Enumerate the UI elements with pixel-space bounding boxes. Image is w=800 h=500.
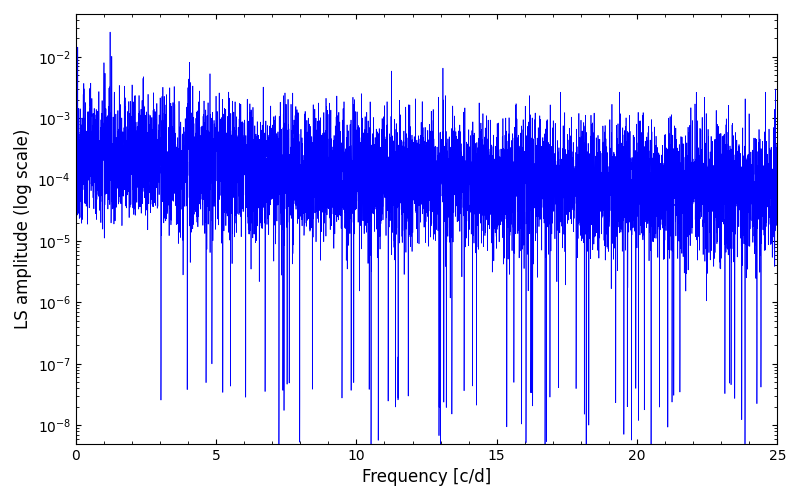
X-axis label: Frequency [c/d]: Frequency [c/d] [362,468,491,486]
Y-axis label: LS amplitude (log scale): LS amplitude (log scale) [14,128,32,329]
